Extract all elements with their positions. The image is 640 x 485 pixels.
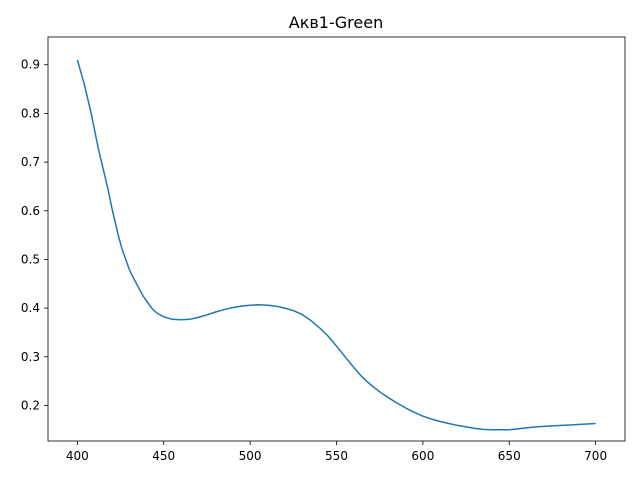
series-line bbox=[76, 59, 596, 431]
x-tick-label: 450 bbox=[152, 449, 175, 463]
x-tick-label: 700 bbox=[584, 449, 607, 463]
x-tick-label: 500 bbox=[239, 449, 262, 463]
y-tick-label: 0.7 bbox=[21, 155, 40, 169]
y-tick-label: 0.6 bbox=[21, 204, 40, 218]
y-tick-label: 0.2 bbox=[21, 398, 40, 412]
x-tick-label: 550 bbox=[325, 449, 348, 463]
x-tick-label: 600 bbox=[411, 449, 434, 463]
y-tick-label: 0.9 bbox=[21, 58, 40, 72]
chart-title: Акв1-Green bbox=[289, 13, 383, 32]
x-tick-label: 400 bbox=[66, 449, 89, 463]
axes-frame bbox=[47, 36, 626, 442]
y-tick-label: 0.5 bbox=[21, 252, 40, 266]
y-tick-label: 0.4 bbox=[21, 301, 40, 315]
x-tick-label: 650 bbox=[498, 449, 521, 463]
plot-area bbox=[76, 59, 596, 431]
axis-ticks: 400 450 500 550 600 650 700 0.2 0.3 0.4 0.5 0.6 0.7 0… bbox=[21, 58, 607, 463]
y-tick-label: 0.3 bbox=[21, 350, 40, 364]
y-tick-label: 0.8 bbox=[21, 106, 40, 120]
